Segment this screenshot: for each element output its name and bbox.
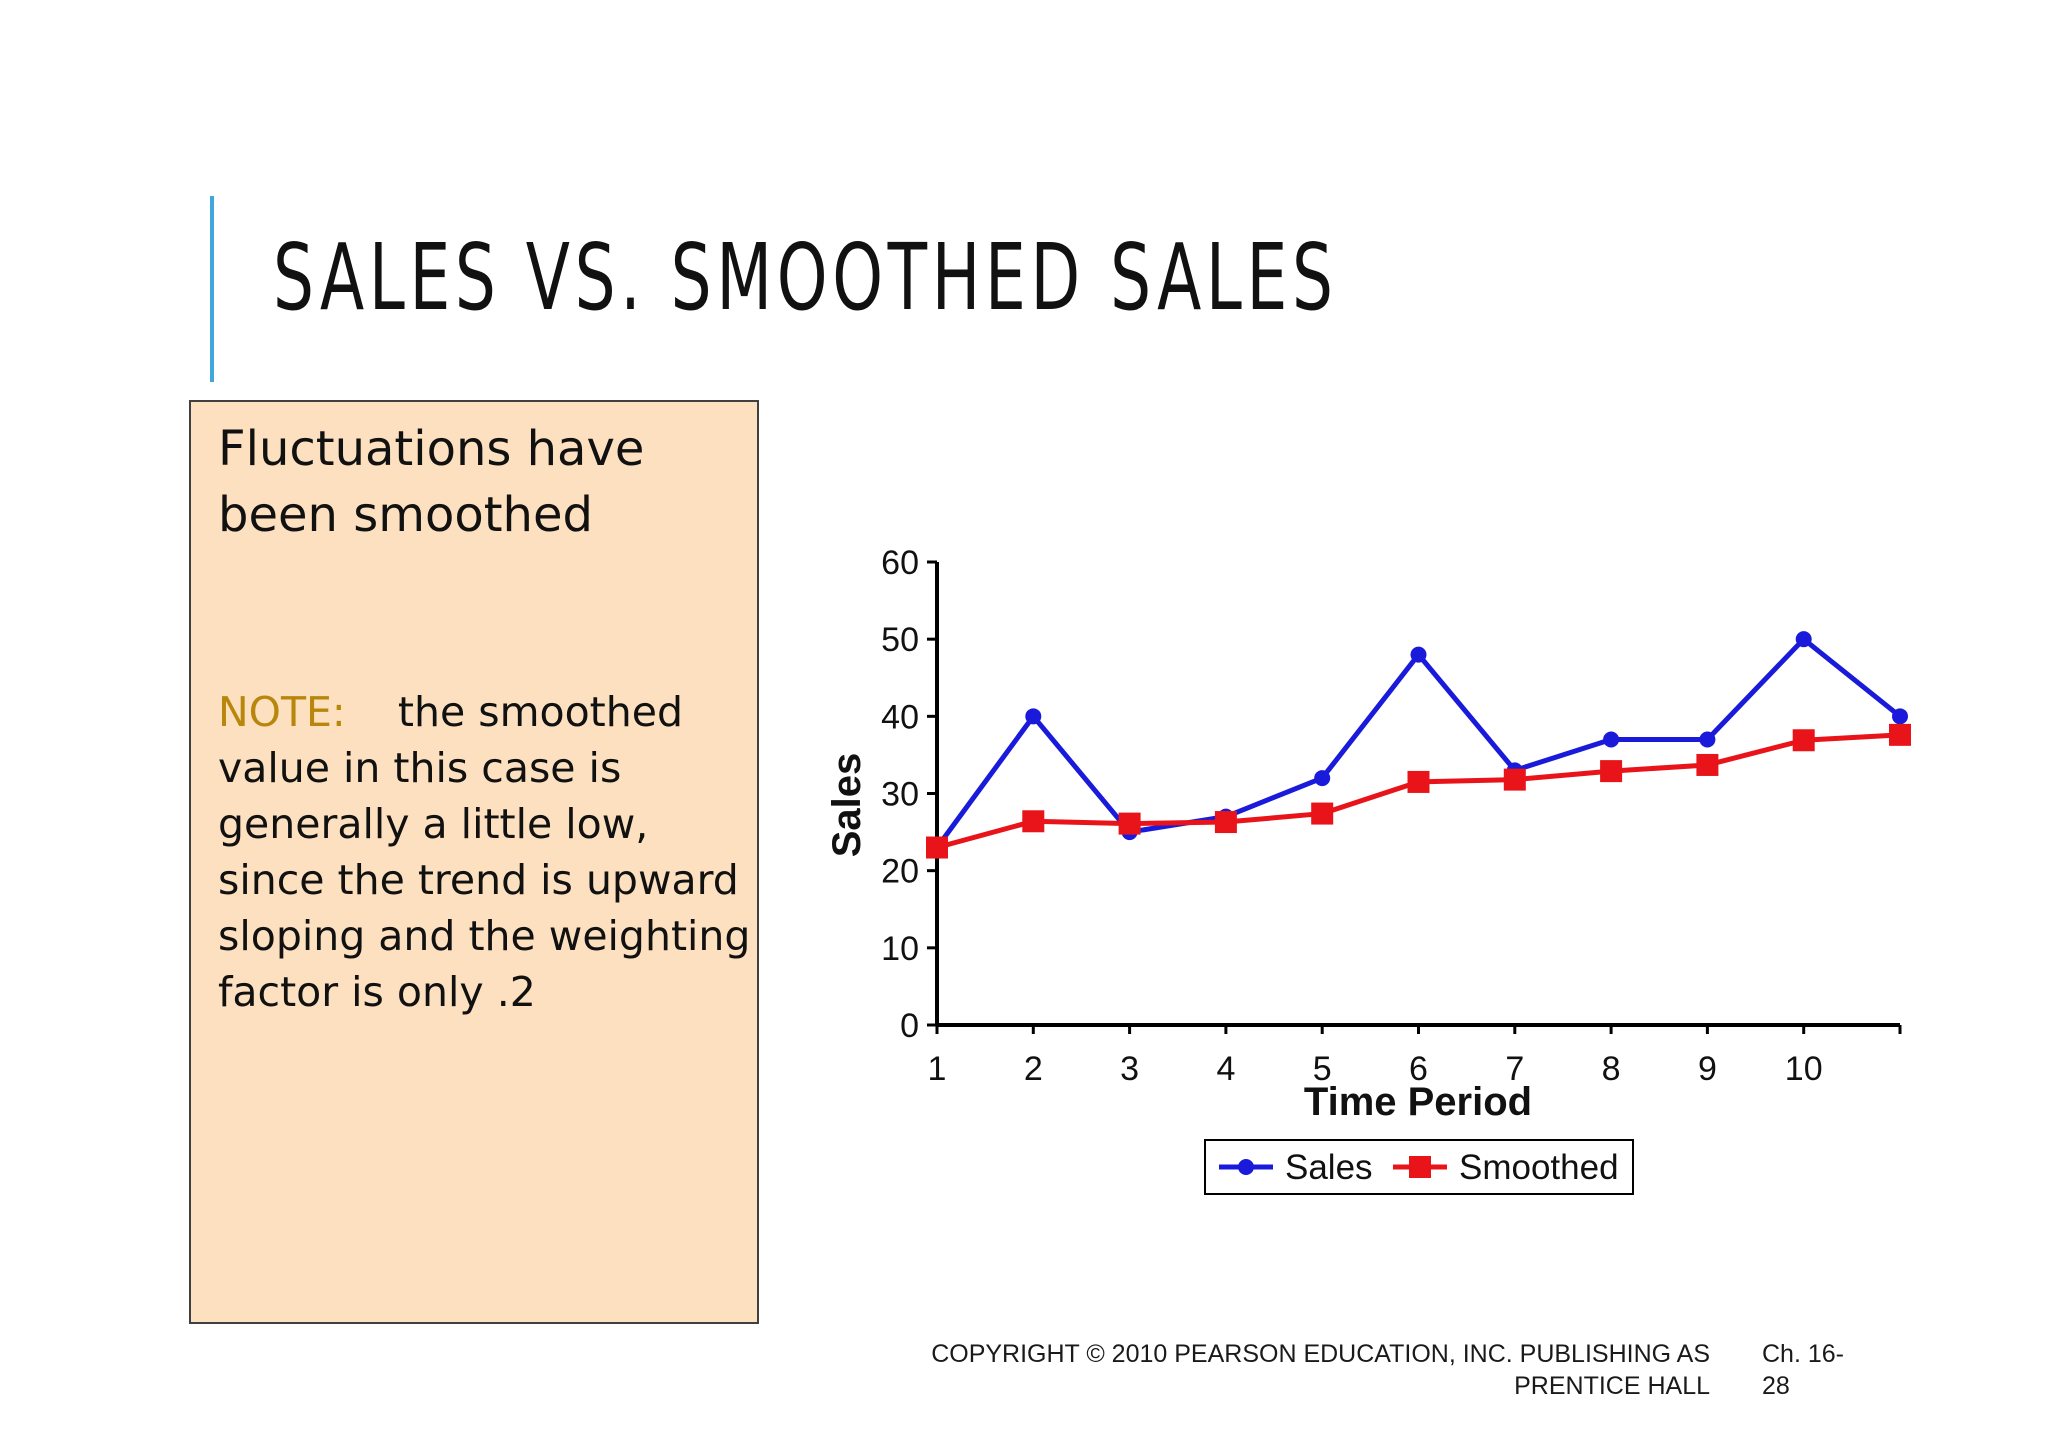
y-axis-title: Sales [825, 753, 869, 858]
y-tick-label: 40 [881, 698, 919, 736]
sales-point [1603, 731, 1619, 747]
legend-sales-marker [1238, 1159, 1254, 1175]
x-tick-label: 8 [1602, 1050, 1621, 1088]
y-tick-label: 50 [881, 621, 919, 659]
sales-point [1796, 631, 1812, 647]
y-tick-label: 60 [881, 544, 919, 582]
x-tick-label: 3 [1120, 1050, 1139, 1088]
y-tick-label: 30 [881, 776, 919, 814]
sales-point [1699, 731, 1715, 747]
smoothed-point [1793, 729, 1815, 751]
legend-smoothed-label: Smoothed [1459, 1148, 1619, 1187]
smoothed-point [1119, 813, 1141, 835]
x-axis-title: Time Period [1304, 1080, 1532, 1124]
title-accent-bar [210, 196, 214, 382]
smoothed-point [1022, 810, 1044, 832]
headline: Fluctuations have been smoothed [218, 416, 738, 548]
sales-point [1892, 708, 1908, 724]
note-text: the smoothed value in this case is gener… [218, 688, 750, 1016]
y-tick-label: 10 [881, 930, 919, 968]
x-tick-label: 9 [1698, 1050, 1717, 1088]
smoothed-point [1215, 811, 1237, 833]
note-paragraph: NOTE: the smoothed value in this case is… [218, 684, 753, 1020]
slide-title: SALES VS. SMOOTHED SALES [273, 232, 1338, 324]
smoothed-point [1408, 771, 1430, 793]
y-tick-label: 0 [900, 1007, 919, 1045]
sales-point [1411, 647, 1427, 663]
smoothed-point [1889, 724, 1911, 746]
x-tick-label: 2 [1024, 1050, 1043, 1088]
x-tick-label: 1 [928, 1050, 947, 1088]
note-label: NOTE: [218, 688, 346, 736]
smoothed-point [1600, 760, 1622, 782]
note-box: Fluctuations have been smoothed NOTE: th… [189, 400, 759, 1324]
sales-point [1314, 770, 1330, 786]
sales-series-line [937, 639, 1900, 847]
x-tick-label: 4 [1216, 1050, 1235, 1088]
y-tick-label: 20 [881, 853, 919, 891]
legend-smoothed-marker [1409, 1156, 1431, 1178]
page-number: Ch. 16-28 [1762, 1338, 1852, 1402]
sales-point [1025, 708, 1041, 724]
legend-sales-label: Sales [1285, 1148, 1373, 1187]
smoothed-point [1696, 754, 1718, 776]
smoothed-point [926, 837, 948, 859]
smoothed-point [1311, 803, 1333, 825]
note-gap [359, 688, 385, 736]
smoothed-point [1504, 769, 1526, 791]
x-tick-label: 10 [1785, 1050, 1823, 1088]
copyright-footer: COPYRIGHT © 2010 PEARSON EDUCATION, INC.… [870, 1338, 1710, 1402]
